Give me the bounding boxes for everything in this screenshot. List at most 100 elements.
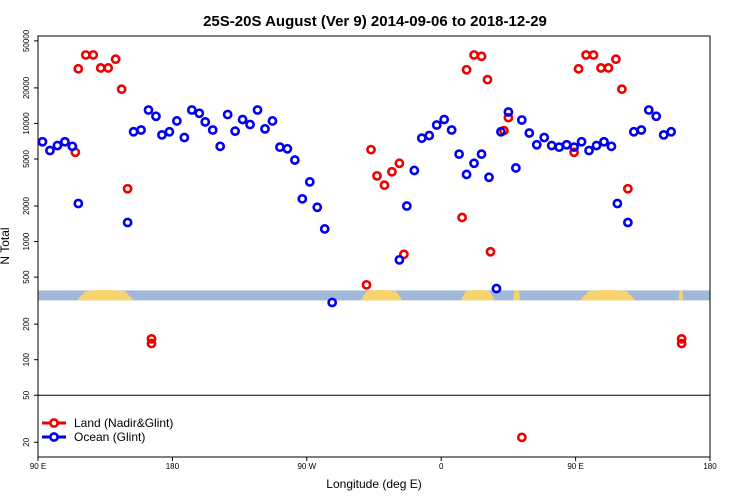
land-point [146,333,157,344]
land-point [476,51,487,62]
ocean-point [157,129,167,140]
land-point [603,63,614,73]
ocean-point [312,202,323,213]
data-points [37,50,687,443]
land-point [676,338,687,349]
ocean-point [252,105,263,115]
ocean-point [304,176,315,187]
ocean-point [230,126,241,137]
y-tick-label: 50 [22,390,31,399]
land-point [611,54,621,65]
land-segment [678,289,684,301]
land-point [581,50,591,60]
land-point [461,64,472,75]
x-axis: 90 E 180 90 W 0 90 E 180 [30,457,717,471]
ocean-point [73,198,84,209]
x-tick-label: 90 E [567,462,583,471]
ocean-point [245,119,255,130]
land-point [573,63,584,74]
land-point [146,338,157,349]
ocean-point [222,109,233,120]
ocean-point [151,111,161,122]
ocean-point [143,105,154,115]
land-point [379,180,390,191]
ocean-point [319,224,330,234]
ocean-point [260,123,270,134]
ocean-point [275,142,285,153]
land-point [622,183,633,194]
y-axis-label: N Total [0,227,12,264]
land-segment [460,289,495,301]
land-point [103,63,114,73]
y-axis: 20 50 100 200 500 1000 2000 5000 10000 20000 50000 [22,29,38,447]
ocean-point [554,142,565,153]
ocean-point [491,283,502,294]
ocean-point [591,140,602,151]
y-tick-label: 5000 [22,150,31,168]
y-tick-label: 20000 [22,76,31,99]
x-tick-label: 90 W [297,462,316,471]
land-segment [512,289,521,301]
ocean-point [122,217,133,228]
land-point [110,54,121,65]
ocean-point [416,133,427,144]
ocean-point [599,136,609,147]
plot-area [37,35,711,458]
ocean-point [171,116,182,126]
y-tick-label: 100 [22,352,31,366]
land-point [596,63,606,73]
legend-label-ocean: Ocean (Glint) [74,430,145,444]
ocean-point [207,125,218,135]
y-tick-label: 1000 [22,232,31,250]
x-axis-label: Longitude (deg E) [326,477,421,491]
x-tick-label: 90 E [30,462,46,471]
land-point [676,333,687,344]
land-point [95,63,106,73]
land-point [469,50,479,60]
ocean-point [394,254,405,265]
land-segment [76,289,134,301]
ocean-point [67,141,78,152]
ocean-point [461,169,472,180]
ocean-point [622,217,633,228]
land-point [80,50,91,60]
land-point [616,84,627,95]
land-point [482,74,493,85]
ocean-point [164,126,175,137]
ocean-point [569,142,580,153]
y-tick-label: 10000 [22,112,31,135]
y-tick-label: 500 [22,270,31,284]
land-point [503,112,514,123]
ocean-point [516,115,527,125]
legend-marker-ocean [49,432,59,442]
ocean-point [454,149,465,160]
land-point [516,432,527,443]
ocean-point [446,125,457,135]
land-point [88,50,99,60]
ocean-point [45,145,55,156]
land-point [366,144,376,155]
land-point [394,158,405,169]
land-point [569,147,580,158]
land-point [457,212,468,223]
ocean-point [179,132,190,143]
ocean-point [282,143,293,154]
ocean-point [531,139,542,150]
ocean-point [584,145,594,156]
land-band [38,289,710,301]
chart-title: 25S-20S August (Ver 9) 2014-09-06 to 201… [203,13,547,30]
ocean-point [636,125,647,135]
ocean-point [439,114,450,125]
ocean-point [643,105,654,115]
ocean-point [267,116,278,126]
ocean-point [524,128,535,138]
ocean-point [215,141,226,152]
ocean-point [128,126,139,137]
ocean-point [194,108,205,119]
ocean-point [59,136,70,147]
ocean-point [136,125,146,135]
x-tick-label: 180 [703,462,717,471]
ocean-point [200,117,211,127]
ocean-point [424,130,435,141]
